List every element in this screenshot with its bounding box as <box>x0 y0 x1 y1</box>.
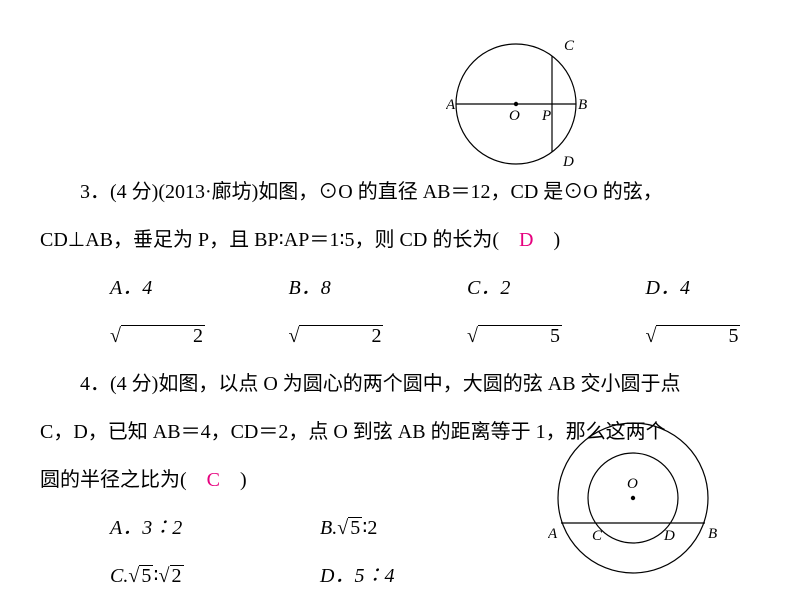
q4-close: ) <box>220 469 247 491</box>
q4-opt-c: C.5∶2 <box>40 552 320 600</box>
q4-b-pre: B. <box>320 517 337 539</box>
sqrt-icon: 2 <box>219 312 384 360</box>
q3-opt-c: C．2 5 <box>397 264 576 360</box>
sqrt-icon: 5 <box>337 504 362 552</box>
q4-c-rad1: 5 <box>139 565 153 586</box>
q3-opt-a: A．4 2 <box>40 264 219 360</box>
q4-line3-text: 圆的半径之比为( <box>40 469 207 491</box>
label-p: P <box>541 108 551 124</box>
q4-c-pre: C. <box>110 565 128 587</box>
q3-a-rad: 2 <box>121 325 205 346</box>
sqrt-icon: 2 <box>40 312 205 360</box>
q3-b-rad: 2 <box>299 325 383 346</box>
q4-opt-b: B. 5∶2 <box>320 504 600 552</box>
q4-opt-a: A．3∶2 <box>40 504 320 552</box>
q3-line2: CD⊥AB，垂足为 P，且 BP∶AP＝1∶5，则 CD 的长为( D ) <box>40 216 754 264</box>
q3-close: ) <box>533 229 560 251</box>
sqrt-icon: 5 <box>576 312 741 360</box>
q3-opt-b: B．8 2 <box>219 264 398 360</box>
q3-options: A．4 2 B．8 2 C．2 5 D．4 5 <box>40 264 754 360</box>
q3-d-rad: 5 <box>656 325 740 346</box>
q3-answer: D <box>519 229 533 251</box>
label-c: C <box>564 38 575 54</box>
q3-d-label: D．4 <box>646 277 690 299</box>
q4-line2: C，D，已知 AB＝4，CD＝2，点 O 到弦 AB 的距离等于 1，那么这两个 <box>40 408 754 456</box>
circle-diagram-1: C B D A O P <box>446 34 596 184</box>
q4-line3: 圆的半径之比为( C ) <box>40 456 754 504</box>
q4-opt-d: D．5∶4 <box>320 552 600 600</box>
q4-options-row2: C.5∶2 D．5∶4 <box>40 552 754 600</box>
q4-a-text: A．3∶2 <box>110 517 182 539</box>
q4-c-rad2: 2 <box>170 565 184 586</box>
q4-b-post: ∶2 <box>362 517 377 539</box>
q4-options-row1: A．3∶2 B. 5∶2 <box>40 504 754 552</box>
text-content: 3．(4 分)(2013·廊坊)如图，⊙O 的直径 AB＝12，CD 是⊙O 的… <box>40 168 754 600</box>
sqrt-icon: 5 <box>397 312 562 360</box>
q3-c-label: C．2 <box>467 277 510 299</box>
label-b: B <box>578 97 587 113</box>
q3-line2-text: CD⊥AB，垂足为 P，且 BP∶AP＝1∶5，则 CD 的长为( <box>40 229 519 251</box>
sqrt-icon: 5 <box>128 552 153 600</box>
q3-b-label: B．8 <box>289 277 331 299</box>
q4-d-text: D．5∶4 <box>320 565 394 587</box>
label-o: O <box>509 108 520 124</box>
q4-answer: C <box>207 469 220 491</box>
sqrt-icon: 2 <box>159 552 184 600</box>
q3-opt-d: D．4 5 <box>576 264 755 360</box>
q4-line1: 4．(4 分)如图，以点 O 为圆心的两个圆中，大圆的弦 AB 交小圆于点 <box>40 360 754 408</box>
label-a: A <box>446 97 456 113</box>
q3-a-label: A．4 <box>110 277 152 299</box>
q3-line1: 3．(4 分)(2013·廊坊)如图，⊙O 的直径 AB＝12，CD 是⊙O 的… <box>40 168 754 216</box>
q3-c-rad: 5 <box>478 325 562 346</box>
q4-b-rad: 5 <box>348 517 362 538</box>
